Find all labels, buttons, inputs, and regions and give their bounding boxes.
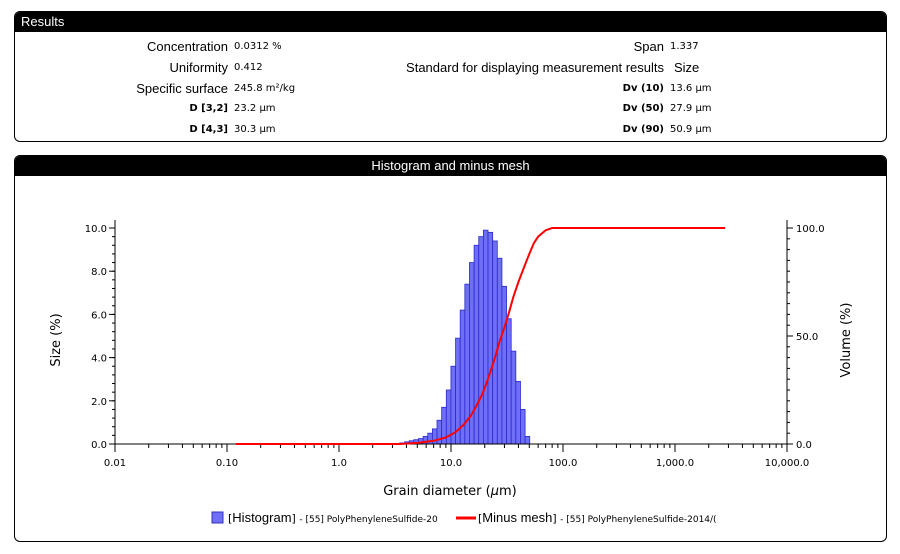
result-row-dv50: Dv (50) 27.9 μm bbox=[0, 98, 712, 118]
results-title: Results bbox=[15, 12, 886, 32]
result-label: Span bbox=[633, 38, 664, 54]
result-row-standard: Standard for displaying measurement resu… bbox=[0, 57, 699, 77]
result-value: 50.9 μm bbox=[670, 123, 712, 135]
result-label: D [3,2] bbox=[189, 102, 228, 114]
result-value: 13.6 μm bbox=[670, 82, 712, 94]
result-value: 27.9 μm bbox=[670, 102, 712, 114]
x-axis-label-unit: μ bbox=[490, 484, 499, 499]
histogram-bar bbox=[501, 285, 507, 445]
histogram-panel-title: Histogram and minus mesh bbox=[15, 156, 886, 176]
y2-tick-label: 0.0 bbox=[796, 440, 812, 451]
x-tick-label: 100.0 bbox=[549, 458, 578, 469]
x-tick-label: 1,000.0 bbox=[656, 458, 694, 469]
x-axis-label: Grain diameter (μm) bbox=[383, 484, 517, 499]
x-axis-label-prefix: Grain diameter ( bbox=[383, 484, 491, 499]
result-row-specific-surface: Specific surface 245.8 m²/kg bbox=[0, 78, 295, 98]
x-axis-label-suffix: m) bbox=[499, 484, 517, 499]
legend-histogram-entry: [Histogram] - [55] PolyPhenyleneSulfide-… bbox=[228, 510, 438, 525]
x-tick-label: 0.10 bbox=[216, 458, 238, 469]
result-value: 0.412 bbox=[234, 61, 263, 73]
legend-minus-mesh-entry: [Minus mesh] - [55] PolyPhenyleneSulfide… bbox=[478, 510, 717, 525]
result-row-dv10: Dv (10) 13.6 μm bbox=[0, 78, 712, 98]
result-row-d43: D [4,3] 30.3 μm bbox=[0, 119, 276, 139]
result-value: Size bbox=[674, 59, 700, 75]
result-label: Standard for displaying measurement resu… bbox=[406, 59, 664, 75]
result-row-dv90: Dv (90) 50.9 μm bbox=[0, 119, 712, 139]
results-panel: Results bbox=[14, 11, 887, 142]
legend-minus-mesh-suffix: - [55] PolyPhenyleneSulfide-2014/( bbox=[560, 515, 716, 525]
result-value: 245.8 m²/kg bbox=[234, 82, 296, 94]
histogram-bar bbox=[520, 409, 526, 445]
y-tick-label: 6.0 bbox=[91, 310, 107, 321]
histogram-bar bbox=[524, 436, 531, 445]
result-label: Dv (50) bbox=[622, 102, 664, 114]
result-value: 1.337 bbox=[670, 40, 699, 52]
result-row-d32: D [3,2] 23.2 μm bbox=[0, 98, 276, 118]
result-label: Dv (90) bbox=[622, 123, 664, 135]
y2-tick-label: 100.0 bbox=[796, 224, 825, 235]
x-tick-label: 1.0 bbox=[331, 458, 347, 469]
legend-histogram-name: Histogram bbox=[232, 510, 291, 525]
histogram-bar bbox=[478, 236, 484, 445]
minus-mesh-line bbox=[235, 227, 726, 445]
legend-histogram-swatch bbox=[211, 511, 224, 524]
result-value: 0.0312 % bbox=[234, 40, 282, 52]
histogram-bar bbox=[492, 240, 498, 445]
histogram-bar bbox=[496, 257, 503, 445]
result-label: Uniformity bbox=[169, 59, 228, 75]
histogram-bar bbox=[510, 350, 517, 445]
legend-minus-mesh-name: Minus mesh bbox=[482, 510, 552, 525]
y-tick-label: 8.0 bbox=[91, 267, 107, 278]
x-tick-label: 0.01 bbox=[104, 458, 126, 469]
y-axis-label: Size (%) bbox=[49, 313, 64, 366]
y-tick-label: 10.0 bbox=[85, 224, 107, 235]
result-row-span: Span 1.337 bbox=[0, 36, 699, 56]
y2-axis-label: Volume (%) bbox=[839, 303, 854, 378]
histogram-bar bbox=[515, 380, 521, 445]
result-label: Concentration bbox=[147, 38, 228, 54]
y2-tick-label: 50.0 bbox=[796, 332, 818, 343]
y-tick-label: 2.0 bbox=[91, 397, 107, 408]
result-row-uniformity: Uniformity 0.412 bbox=[0, 57, 263, 77]
y-tick-label: 0.0 bbox=[91, 440, 107, 451]
x-tick-label: 10,000.0 bbox=[765, 458, 810, 469]
histogram-bar bbox=[473, 244, 480, 445]
result-label: Specific surface bbox=[136, 80, 228, 96]
result-value: 30.3 μm bbox=[234, 123, 276, 135]
histogram-bar bbox=[506, 318, 512, 445]
result-label: D [4,3] bbox=[189, 123, 228, 135]
histogram-panel: Histogram and minus mesh bbox=[14, 155, 887, 542]
result-label: Dv (10) bbox=[622, 82, 664, 94]
legend: [Histogram] - [55] PolyPhenyleneSulfide-… bbox=[211, 510, 717, 525]
result-row-concentration: Concentration 0.0312 % bbox=[0, 36, 282, 56]
x-tick-label: 10.0 bbox=[440, 458, 462, 469]
result-value: 23.2 μm bbox=[234, 102, 276, 114]
legend-histogram-suffix: - [55] PolyPhenyleneSulfide-20 bbox=[299, 515, 438, 525]
y-tick-label: 4.0 bbox=[91, 354, 107, 365]
histogram-bar bbox=[482, 229, 489, 445]
histogram-bar bbox=[487, 231, 494, 445]
